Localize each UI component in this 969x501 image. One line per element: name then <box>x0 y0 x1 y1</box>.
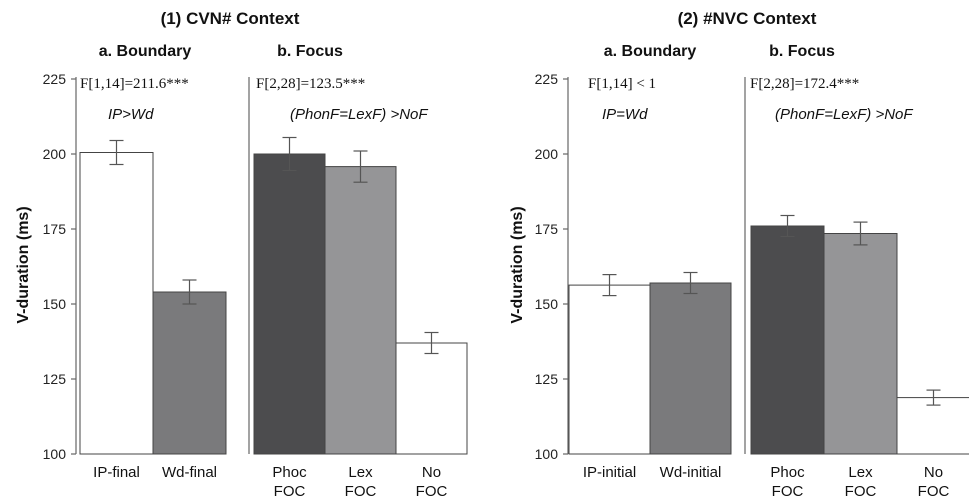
y-tick-label-2-0: 100 <box>535 446 559 462</box>
y-tick-label-0-1: 125 <box>43 371 67 387</box>
category-label-1-2-1: FOC <box>416 483 448 500</box>
category-label-3-2-0: No <box>924 464 943 481</box>
comparison-nvc-focus: (PhonF=LexF) >NoF <box>775 106 913 123</box>
y-tick-label-2-2: 150 <box>535 296 559 312</box>
panel-title-cvn-boundary: a. Boundary <box>99 43 192 60</box>
category-label-3-2-1: FOC <box>918 483 950 500</box>
category-label-0-1-0: Wd-final <box>162 464 217 481</box>
stat-cvn-boundary: F[1,14]=211.6*** <box>80 76 189 92</box>
bar-0-0 <box>79 152 154 455</box>
bar-2-1 <box>649 282 732 455</box>
y-tick-label-2-1: 125 <box>535 371 559 387</box>
category-label-2-0-0: IP-initial <box>583 464 636 481</box>
plot-area: 100 125 150 175 200 225 IP-final Wd-final Phoc FO… <box>43 71 969 500</box>
category-label-1-1-1: FOC <box>345 483 377 500</box>
category-label-3-0-1: FOC <box>772 483 804 500</box>
category-label-1-0-0: Phoc <box>272 464 307 481</box>
category-label-3-0-0: Phoc <box>770 464 805 481</box>
stat-nvc-boundary: F[1,14] < 1 <box>588 76 656 92</box>
bar-3-1 <box>823 233 898 455</box>
bar-1-2 <box>395 342 468 455</box>
bar-1-1 <box>324 166 397 455</box>
category-label-1-0-1: FOC <box>274 483 306 500</box>
y-tick-label-2-3: 175 <box>535 221 559 237</box>
panel-title-nvc-focus: b. Focus <box>769 43 835 60</box>
y-tick-label-0-0: 100 <box>43 446 67 462</box>
category-label-1-2-0: No <box>422 464 441 481</box>
category-label-2-1-0: Wd-initial <box>660 464 722 481</box>
comparison-cvn-focus: (PhonF=LexF) >NoF <box>290 106 428 123</box>
bar-3-0 <box>750 225 825 455</box>
stat-cvn-focus: F[2,28]=123.5*** <box>256 76 365 92</box>
group-title-nvc: (2) #NVC Context <box>678 9 817 28</box>
bar-0-1 <box>152 291 227 455</box>
comparison-nvc-boundary: IP=Wd <box>602 106 648 123</box>
y-axis-label-cvn: V-duration (ms) <box>15 206 32 323</box>
category-label-0-0-0: IP-final <box>93 464 140 481</box>
category-label-3-1-1: FOC <box>845 483 877 500</box>
bar-1-0 <box>253 153 326 455</box>
y-tick-label-2-4: 200 <box>535 146 559 162</box>
bar-3-2 <box>896 397 969 455</box>
panel-title-cvn-focus: b. Focus <box>277 43 343 60</box>
y-tick-label-0-4: 200 <box>43 146 67 162</box>
bar-2-0 <box>568 284 651 455</box>
category-label-3-1-0: Lex <box>848 464 873 481</box>
y-tick-label-0-3: 175 <box>43 221 67 237</box>
y-tick-label-2-5: 225 <box>535 71 559 87</box>
y-tick-label-0-2: 150 <box>43 296 67 312</box>
group-title-cvn: (1) CVN# Context <box>161 9 300 28</box>
stat-nvc-focus: F[2,28]=172.4*** <box>750 76 859 92</box>
panel-title-nvc-boundary: a. Boundary <box>604 43 697 60</box>
y-tick-label-0-5: 225 <box>43 71 67 87</box>
comparison-cvn-boundary: IP>Wd <box>108 106 154 123</box>
category-label-1-1-0: Lex <box>348 464 373 481</box>
y-axis-label-nvc: V-duration (ms) <box>509 206 526 323</box>
